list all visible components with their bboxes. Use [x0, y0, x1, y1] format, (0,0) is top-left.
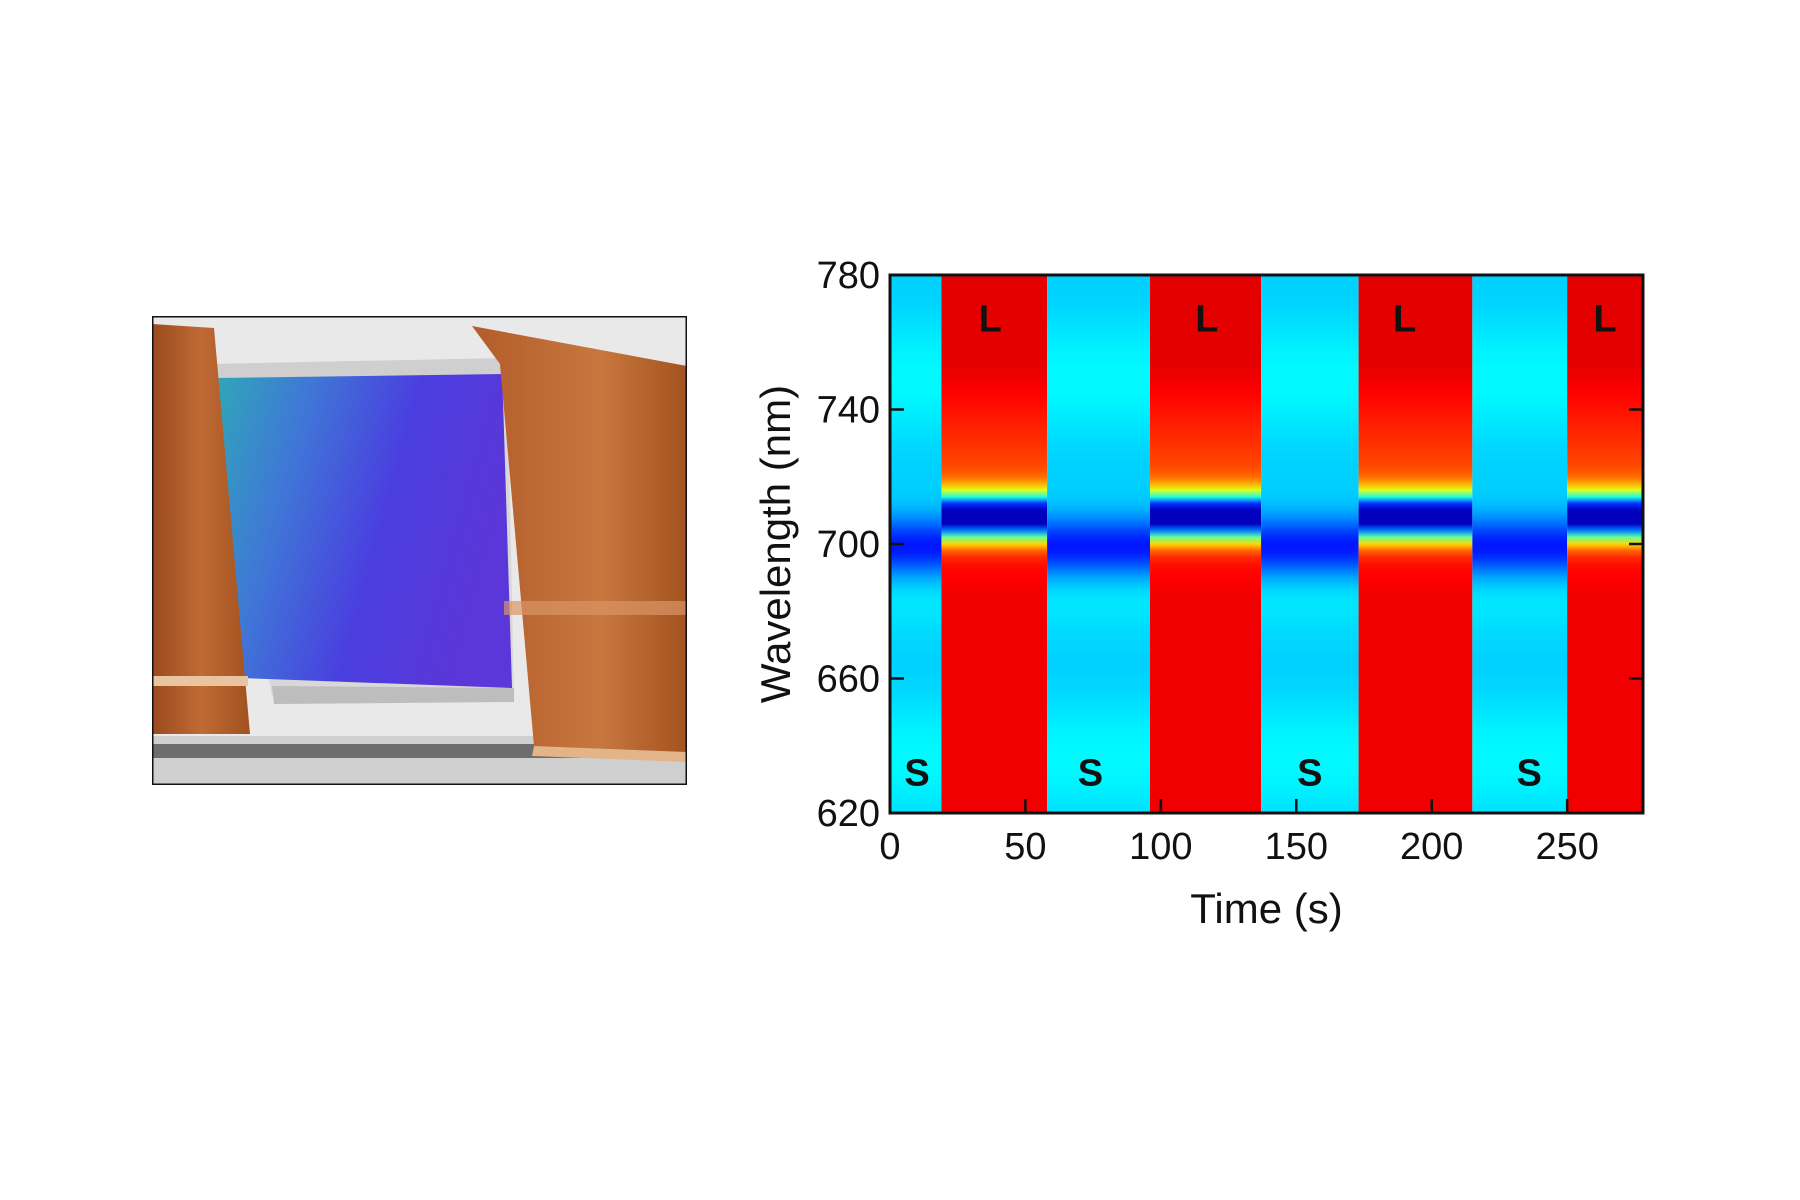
state-band-l-5 [1358, 275, 1473, 813]
region-label-l-1: L [979, 299, 1002, 341]
x-tick-label-250: 250 [1535, 826, 1598, 868]
region-label-l-5: L [1393, 299, 1416, 341]
state-band-s-6 [1472, 275, 1568, 813]
x-tick-label-150: 150 [1265, 826, 1328, 868]
region-label-l-7: L [1593, 299, 1616, 341]
y-tick-label-700: 700 [817, 524, 880, 566]
state-band-l-1 [941, 275, 1048, 813]
x-tick-label-0: 0 [879, 826, 900, 868]
region-label-s-6: S [1517, 753, 1542, 795]
tick-labels: 0 50 100 150 200 250 620 660 700 740 780 [817, 255, 1599, 868]
region-label-l-3: L [1195, 299, 1218, 341]
x-tick-label-100: 100 [1129, 826, 1192, 868]
y-tick-label-780: 780 [817, 255, 880, 297]
x-axis-title: Time (s) [1190, 885, 1342, 932]
region-label-s-4: S [1297, 753, 1322, 795]
region-label-s-0: S [904, 753, 929, 795]
x-tick-label-50: 50 [1004, 826, 1046, 868]
plot-area [890, 275, 1643, 813]
state-band-s-2 [1047, 275, 1151, 813]
y-tick-label-620: 620 [817, 793, 880, 835]
y-tick-label-660: 660 [817, 659, 880, 701]
region-labels: S L S L S L S L [904, 299, 1616, 795]
y-axis-title: Wavelength (nm) [752, 385, 799, 703]
region-label-s-2: S [1078, 753, 1103, 795]
y-tick-label-740: 740 [817, 390, 880, 432]
state-band-s-4 [1261, 275, 1359, 813]
sample-photo [152, 316, 687, 785]
state-band-l-3 [1150, 275, 1262, 813]
axis-ticks [888, 273, 1643, 815]
x-tick-label-200: 200 [1400, 826, 1463, 868]
